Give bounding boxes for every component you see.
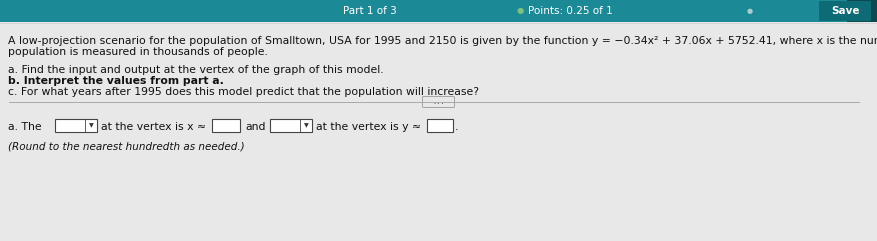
Text: ●: ● (747, 8, 753, 14)
Bar (847, 0, 877, 22)
Text: Part 1 of 3: Part 1 of 3 (343, 6, 397, 16)
Text: ●: ● (517, 7, 524, 15)
FancyBboxPatch shape (212, 119, 240, 132)
Text: population is measured in thousands of people.: population is measured in thousands of p… (8, 47, 267, 57)
Text: ▼: ▼ (303, 123, 309, 128)
Text: at the vertex is y ≈: at the vertex is y ≈ (316, 122, 421, 132)
Text: Points: 0.25 of 1: Points: 0.25 of 1 (528, 6, 612, 16)
Text: A low-projection scenario for the population of Smalltown, USA for 1995 and 2150: A low-projection scenario for the popula… (8, 36, 877, 46)
Text: .: . (455, 122, 459, 132)
Text: b. Interpret the values from part a.: b. Interpret the values from part a. (8, 76, 224, 86)
Text: ...: ... (432, 99, 445, 105)
Text: Save: Save (831, 6, 859, 16)
Text: at the vertex is x ≈: at the vertex is x ≈ (101, 122, 206, 132)
FancyBboxPatch shape (427, 119, 453, 132)
FancyBboxPatch shape (270, 119, 312, 132)
FancyBboxPatch shape (423, 96, 454, 107)
FancyBboxPatch shape (819, 1, 871, 21)
Text: c. For what years after 1995 does this model predict that the population will in: c. For what years after 1995 does this m… (8, 87, 479, 97)
Text: a. The: a. The (8, 122, 41, 132)
Text: ▼: ▼ (89, 123, 93, 128)
FancyBboxPatch shape (55, 119, 97, 132)
Text: (Round to the nearest hundredth as needed.): (Round to the nearest hundredth as neede… (8, 142, 245, 152)
Text: and: and (245, 122, 266, 132)
Bar (0, 0, 847, 22)
Text: a. Find the input and output at the vertex of the graph of this model.: a. Find the input and output at the vert… (8, 65, 383, 75)
